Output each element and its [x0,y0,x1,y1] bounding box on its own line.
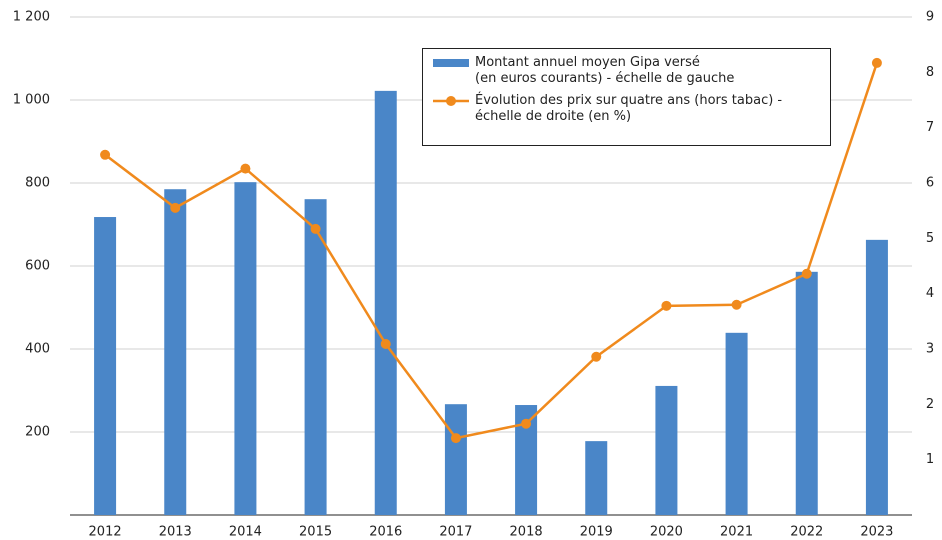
legend-point [446,96,456,106]
point [801,268,812,279]
x-tick-label: 2015 [299,525,332,540]
y-tick-label: 1 000 [13,93,50,108]
point [450,433,461,444]
bar [795,271,818,515]
point [731,299,742,310]
y2-tick-label: 1 [926,452,934,467]
legend: Montant annuel moyen Gipa versé (en euro… [422,48,831,146]
bar [655,385,678,515]
x-tick-label: 2021 [720,525,753,540]
legend-label: Montant annuel moyen Gipa versé (en euro… [475,55,735,86]
point [521,418,532,429]
x-tick-label: 2016 [369,525,402,540]
x-tick-label: 2018 [510,525,543,540]
bar [304,199,327,515]
bar [234,182,257,516]
y-tick-label: 400 [25,342,50,357]
y2-tick-label: 3 [926,342,934,357]
bar [374,90,397,516]
x-tick-label: 2013 [159,525,192,540]
point [240,163,251,174]
x-tick-label: 2019 [580,525,613,540]
x-tick-label: 2020 [650,525,683,540]
legend-swatch [433,96,469,106]
y-tick-label: 600 [25,259,50,274]
bar [444,404,467,515]
bar [515,405,538,515]
legend-swatch [433,59,469,67]
point [871,57,882,68]
x-tick-label: 2014 [229,525,262,540]
point [100,149,111,160]
y-tick-label: 800 [25,176,50,191]
bar [865,239,888,516]
y2-tick-label: 7 [926,120,934,135]
point [310,223,321,234]
legend-item: Montant annuel moyen Gipa versé (en euro… [431,55,822,87]
legend-item: Évolution des prix sur quatre ans (hors … [431,93,822,125]
x-tick-label: 2022 [790,525,823,540]
point [380,339,391,350]
point [170,202,181,213]
bar [164,189,187,515]
y2-tick-label: 8 [926,65,934,80]
bar [94,217,117,515]
y-tick-label: 1 200 [13,10,50,25]
bar [585,441,608,515]
bar [725,332,748,515]
legend-label: Évolution des prix sur quatre ans (hors … [475,93,783,124]
x-tick-label: 2023 [860,525,893,540]
y2-tick-label: 9 [926,10,934,25]
y2-tick-label: 4 [926,286,934,301]
legend-bar [433,59,469,67]
point [591,351,602,362]
y2-tick-label: 6 [926,176,934,191]
y2-tick-label: 5 [926,231,934,246]
line [104,62,879,440]
y-tick-label: 200 [25,425,50,440]
point [661,300,672,311]
y2-tick-label: 2 [926,397,934,412]
x-tick-label: 2012 [89,525,122,540]
x-tick-label: 2017 [439,525,472,540]
